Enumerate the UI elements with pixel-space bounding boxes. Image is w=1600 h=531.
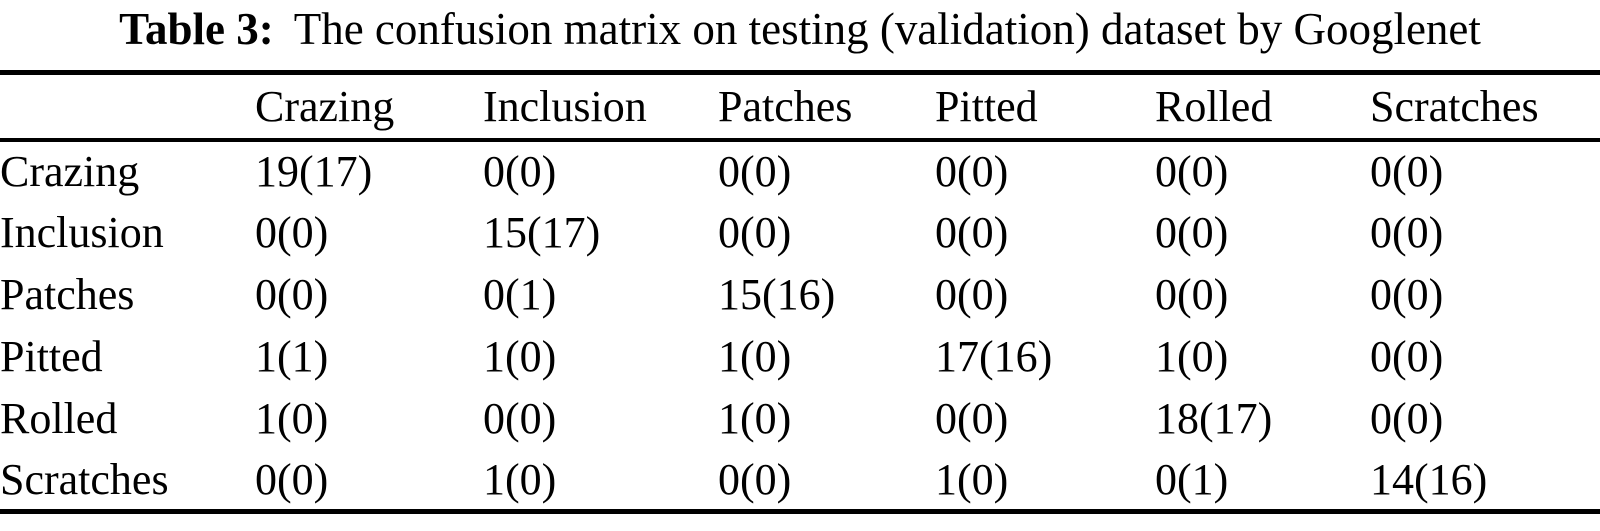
cell-patches-inclusion: 0(1) [483,270,557,319]
cell-patches-pitted: 0(0) [935,270,1009,319]
cell-scratches-patches: 0(0) [718,454,792,504]
confusion-matrix-table: Crazing Inclusion Patches Pitted Rolled … [0,70,1600,514]
table-row-patches: Patches 0(0) 0(1) 15(16) 0(0) 0(0) 0(0) [0,264,1600,326]
cell-inclusion-rolled: 0(0) [1155,208,1229,257]
cell-rolled-rolled: 18(17) [1155,394,1273,443]
cell-patches-rolled: 0(0) [1155,270,1229,319]
cell-rolled-pitted: 0(0) [935,394,1009,443]
column-header-scratches: Scratches [1370,72,1600,142]
caption-text: The confusion matrix on testing (validat… [293,4,1481,54]
column-header-rolled: Rolled [1155,72,1370,142]
row-label-crazing: Crazing [0,147,140,196]
row-label-scratches: Scratches [0,454,169,504]
cell-pitted-inclusion: 1(0) [483,332,557,381]
table-caption: Table 3: The confusion matrix on testing… [0,0,1600,70]
table-row-rolled: Rolled 1(0) 0(0) 1(0) 0(0) 18(17) 0(0) [0,388,1600,450]
row-label-pitted: Pitted [0,332,103,381]
cell-patches-scratches: 0(0) [1370,270,1444,319]
cell-rolled-patches: 1(0) [718,394,792,443]
table-number-label: Table 3: [119,4,274,54]
cell-inclusion-scratches: 0(0) [1370,208,1444,257]
cell-scratches-crazing: 0(0) [255,454,329,504]
cell-scratches-pitted: 1(0) [935,454,1009,504]
column-header-patches: Patches [718,72,935,142]
cell-scratches-inclusion: 1(0) [483,454,557,504]
cell-inclusion-crazing: 0(0) [255,208,329,257]
cell-inclusion-pitted: 0(0) [935,208,1009,257]
table-row-inclusion: Inclusion 0(0) 15(17) 0(0) 0(0) 0(0) 0(0… [0,202,1600,264]
cell-scratches-scratches: 14(16) [1370,454,1488,504]
cell-crazing-crazing: 19(17) [255,147,373,196]
cell-pitted-rolled: 1(0) [1155,332,1229,381]
cell-crazing-pitted: 0(0) [935,147,1009,196]
cell-patches-crazing: 0(0) [255,270,329,319]
cell-scratches-rolled: 0(1) [1155,454,1229,504]
table-row-scratches: Scratches 0(0) 1(0) 0(0) 1(0) 0(1) 14(16… [0,450,1600,512]
cell-rolled-scratches: 0(0) [1370,394,1444,443]
row-label-patches: Patches [0,270,135,319]
cell-rolled-crazing: 1(0) [255,394,329,443]
column-header-crazing: Crazing [255,72,483,142]
table-row-pitted: Pitted 1(1) 1(0) 1(0) 17(16) 1(0) 0(0) [0,326,1600,388]
row-label-rolled: Rolled [0,394,118,443]
cell-patches-patches: 15(16) [718,270,836,319]
cell-pitted-scratches: 0(0) [1370,332,1444,381]
row-label-inclusion: Inclusion [0,208,164,257]
cell-crazing-patches: 0(0) [718,147,792,196]
cell-crazing-rolled: 0(0) [1155,147,1229,196]
cell-inclusion-inclusion: 15(17) [483,208,601,257]
cell-pitted-patches: 1(0) [718,332,792,381]
header-row: Crazing Inclusion Patches Pitted Rolled … [0,72,1600,142]
cell-inclusion-patches: 0(0) [718,208,792,257]
column-header-pitted: Pitted [935,72,1155,142]
cell-crazing-inclusion: 0(0) [483,147,557,196]
cell-pitted-pitted: 17(16) [935,332,1053,381]
cell-pitted-crazing: 1(1) [255,332,329,381]
cell-crazing-scratches: 0(0) [1370,147,1444,196]
corner-cell [0,72,255,142]
table-row-crazing: Crazing 19(17) 0(0) 0(0) 0(0) 0(0) 0(0) [0,140,1600,202]
cell-rolled-inclusion: 0(0) [483,394,557,443]
column-header-inclusion: Inclusion [483,72,718,142]
